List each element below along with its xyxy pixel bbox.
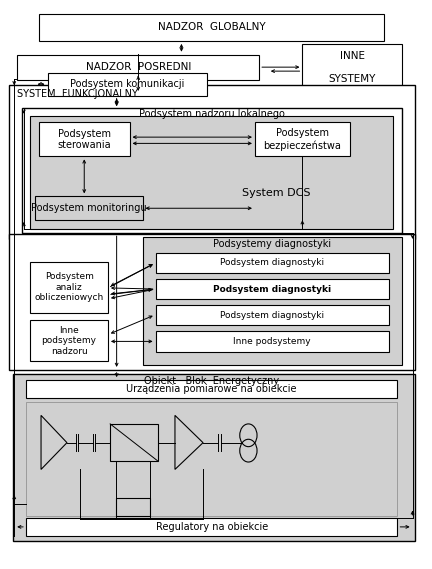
FancyBboxPatch shape <box>30 116 393 229</box>
Text: NADZOR  POSREDNI: NADZOR POSREDNI <box>86 62 191 72</box>
Text: INNE

SYSTEMY: INNE SYSTEMY <box>328 51 376 84</box>
FancyBboxPatch shape <box>39 122 130 156</box>
Text: Podsystem diagnostyki: Podsystem diagnostyki <box>220 258 324 267</box>
FancyBboxPatch shape <box>30 320 108 361</box>
FancyBboxPatch shape <box>116 498 150 516</box>
Text: Podsystemy diagnostyki: Podsystemy diagnostyki <box>213 239 331 249</box>
Text: Podsystem diagnostyki: Podsystem diagnostyki <box>213 284 331 294</box>
Text: Inne podsystemy: Inne podsystemy <box>233 337 311 346</box>
Text: Podsystem
sterowania: Podsystem sterowania <box>57 129 111 150</box>
FancyBboxPatch shape <box>156 253 389 273</box>
FancyBboxPatch shape <box>17 55 259 80</box>
FancyBboxPatch shape <box>39 14 384 41</box>
Text: NADZOR  GLOBALNY: NADZOR GLOBALNY <box>158 22 266 32</box>
Text: Inne
podsystemy
nadzoru: Inne podsystemy nadzoru <box>41 326 97 356</box>
Text: Urządzenia pomiarowe na obiekcie: Urządzenia pomiarowe na obiekcie <box>127 384 297 394</box>
FancyBboxPatch shape <box>9 234 415 370</box>
FancyBboxPatch shape <box>156 279 389 299</box>
FancyBboxPatch shape <box>143 237 402 365</box>
Text: Podsystem komunikacji: Podsystem komunikacji <box>70 79 184 89</box>
FancyBboxPatch shape <box>26 380 397 398</box>
FancyBboxPatch shape <box>35 196 143 220</box>
FancyBboxPatch shape <box>22 108 402 233</box>
Text: SYSTEM  FUNKCJONALNY: SYSTEM FUNKCJONALNY <box>17 89 138 99</box>
FancyBboxPatch shape <box>26 518 397 536</box>
FancyBboxPatch shape <box>302 44 402 91</box>
Text: Obiekt   Blok  Energetyczny: Obiekt Blok Energetyczny <box>144 376 279 386</box>
FancyBboxPatch shape <box>9 85 415 239</box>
Text: Podsystem
bezpieczeństwa: Podsystem bezpieczeństwa <box>264 128 341 151</box>
Text: Podsystem diagnostyki: Podsystem diagnostyki <box>220 311 324 320</box>
FancyBboxPatch shape <box>30 262 108 313</box>
FancyBboxPatch shape <box>255 122 350 156</box>
Text: Podsystem monitoringu: Podsystem monitoringu <box>31 203 146 213</box>
FancyBboxPatch shape <box>156 331 389 352</box>
Text: Podsystem nadzoru lokalnego: Podsystem nadzoru lokalnego <box>139 109 285 119</box>
Text: Regulatory na obiekcie: Regulatory na obiekcie <box>156 522 268 532</box>
FancyBboxPatch shape <box>26 402 397 516</box>
FancyBboxPatch shape <box>156 305 389 325</box>
Text: System DCS: System DCS <box>242 188 311 199</box>
FancyBboxPatch shape <box>110 424 158 461</box>
FancyBboxPatch shape <box>48 73 207 96</box>
FancyBboxPatch shape <box>13 374 415 541</box>
Text: Podsystem
analiz
obliczeniowych: Podsystem analiz obliczeniowych <box>35 273 104 302</box>
